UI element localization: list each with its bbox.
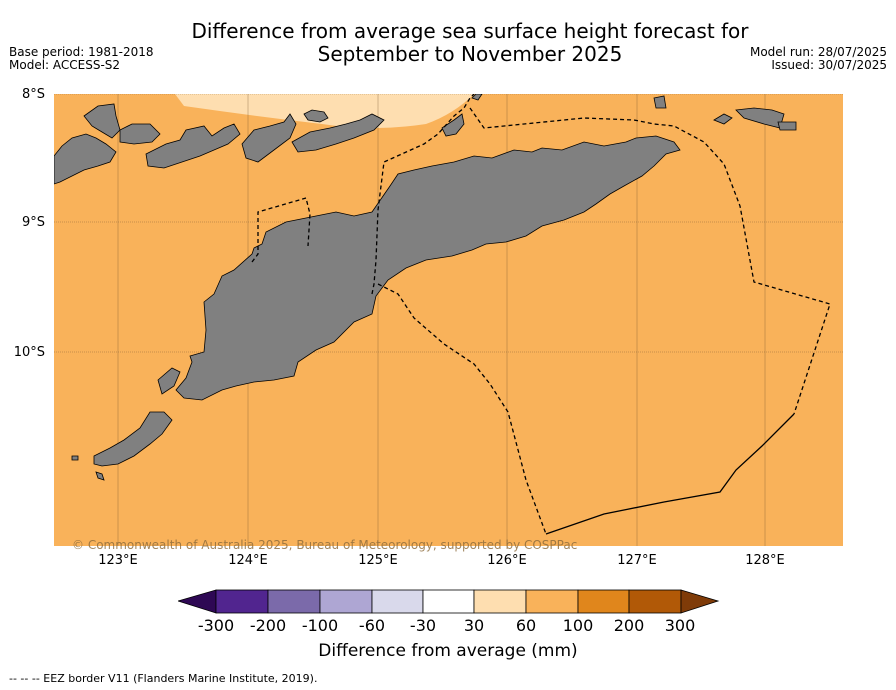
lat-label-8s: 8°S [21,87,45,102]
cbar-tick-minus300: -300 [197,616,235,635]
cbar-tick-minus60: -60 [358,616,386,635]
map-panel[interactable] [54,94,843,546]
lat-label-10s: 10°S [13,345,45,360]
ocean-30-60mm [175,94,474,128]
map-title: Difference from average sea surface heig… [140,20,800,66]
island-semau [157,367,181,395]
run-info: Model run: 28/07/2025 Issued: 30/07/2025 [750,46,887,72]
cbar-tick-60: 60 [515,616,537,635]
eez-border [251,94,831,535]
lon-label-124e: 124°E [228,553,268,568]
lat-label-9s: 9°S [21,215,45,230]
lon-label-123e: 123°E [98,553,138,568]
island-north-tip [471,94,483,101]
cbar-tick-100: 100 [562,616,594,635]
island-west-small [71,455,79,461]
island-northwest-c [145,123,241,169]
lon-label-128e: 128°E [745,553,785,568]
island-north-alor [241,113,297,163]
model-run-date: Model run: 28/07/2025 [749,45,887,59]
map-svg [54,94,843,546]
flores-island [54,133,117,185]
cbar-tick-30: 30 [463,616,485,635]
eez-line-north [469,107,831,415]
colorbar-segment-6 [473,589,527,614]
island-kisar [441,113,465,137]
island-east-a [653,95,667,109]
cbar-tick-minus30: -30 [409,616,437,635]
base-period: Base period: 1981-2018 [9,45,154,59]
timor-island [175,135,681,401]
colorbar-extend-high [680,589,720,614]
landmasses [54,94,797,481]
title-line-1: Difference from average sea surface heig… [191,19,749,43]
colorbar-segment-8 [577,589,630,614]
island-rote [93,411,173,467]
island-northwest-b [119,123,161,145]
eez-line-west [251,197,311,263]
colorbar-segment-4 [371,589,424,614]
cbar-tick-minus200: -200 [249,616,287,635]
model-name: Model: ACCESS-S2 [9,58,121,72]
colorbar-segment-3 [319,589,373,614]
island-southwest-tip [95,471,105,481]
colorbar-segment-9 [628,589,682,614]
cbar-tick-300: 300 [664,616,696,635]
eez-line-timor-leste [371,94,475,295]
colorbar-segment-2 [267,589,321,614]
eez-legend-note: -- -- -- EEZ border V11 (Flanders Marine… [9,672,318,685]
cbar-tick-200: 200 [613,616,645,635]
colorbar-segment-5 [422,589,475,614]
lon-label-127e: 127°E [617,553,657,568]
copyright-notice: © Commonwealth of Australia 2025, Bureau… [72,538,578,552]
lon-label-126e: 126°E [487,553,527,568]
lon-label-125e: 125°E [358,553,398,568]
colorbar-segment-1 [215,589,269,614]
colorbar [178,589,720,614]
colorbar-title: Difference from average (mm) [318,641,578,661]
island-east-c [735,107,785,129]
eez-line-south [377,283,547,535]
cbar-tick-minus100: -100 [301,616,339,635]
colorbar-segment-7 [525,589,579,614]
eez-border-solid [545,413,795,535]
island-east-d [777,121,797,131]
eez-line-southeast [545,413,795,535]
island-wetar [291,113,385,153]
title-line-2: September to November 2025 [317,42,623,66]
issued-date: Issued: 30/07/2025 [771,58,887,72]
base-info: Base period: 1981-2018 Model: ACCESS-S2 [9,46,154,72]
island-east-b [713,113,733,125]
island-north-small [303,109,329,123]
colorbar-extend-low [178,589,217,614]
